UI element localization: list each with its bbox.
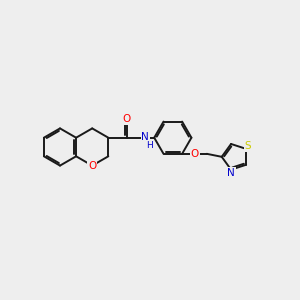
Text: O: O (123, 114, 131, 124)
Text: O: O (190, 149, 199, 159)
Text: H: H (146, 141, 153, 150)
Text: N: N (227, 168, 235, 178)
Text: S: S (244, 142, 251, 152)
Text: N: N (141, 132, 149, 142)
Text: O: O (88, 160, 96, 171)
